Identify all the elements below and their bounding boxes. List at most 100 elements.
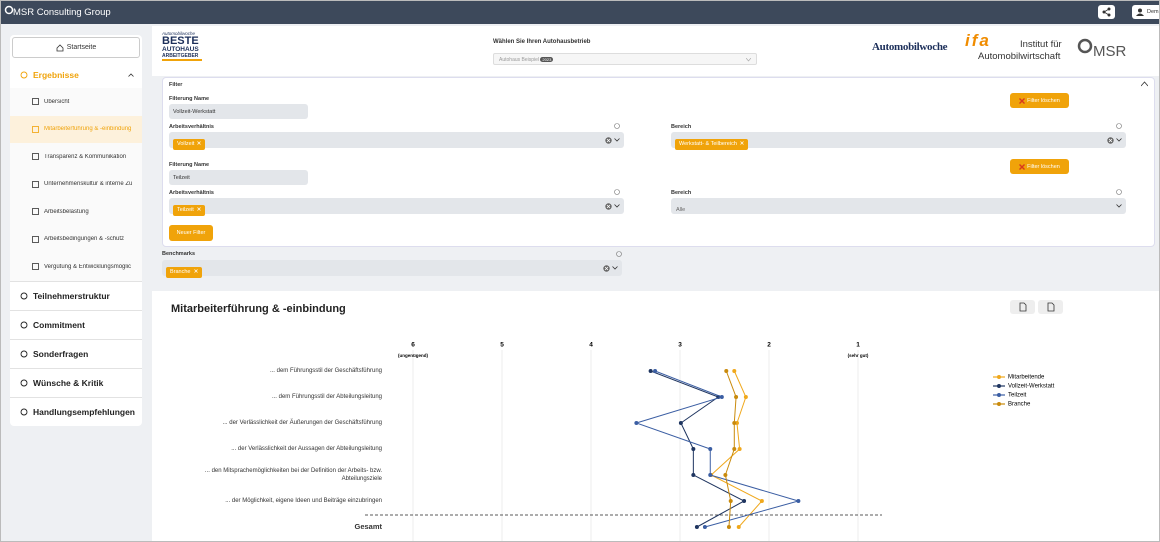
icon-line bbox=[614, 204, 620, 208]
legend-swatch bbox=[997, 375, 1001, 379]
chart-title: Mitarbeiterführung & -einbindung bbox=[171, 303, 346, 315]
sidebar-item[interactable]: Mitarbeiterführung & -einbindung bbox=[10, 115, 142, 143]
delete-filter-button[interactable]: Filter löschen bbox=[1010, 93, 1069, 108]
header: Automobilwoche BESTE AUTOHAUS ARBEITGEBE… bbox=[152, 26, 1160, 76]
filter-name-input[interactable]: Vollzeit-Werkstatt bbox=[169, 104, 308, 119]
x-tick-note: (sehr gut) bbox=[848, 353, 869, 358]
filter-name-label: Filterung Name bbox=[169, 96, 210, 102]
clear-icon bbox=[1107, 136, 1114, 144]
icon bbox=[32, 235, 39, 243]
field-select[interactable]: Alle bbox=[671, 198, 1126, 214]
data-point bbox=[702, 525, 707, 529]
icon-x bbox=[604, 266, 609, 270]
logo-msr: MSR bbox=[1093, 43, 1127, 60]
item-icon bbox=[32, 235, 39, 243]
field-select[interactable]: Vollzeit bbox=[169, 132, 624, 150]
chip-close bbox=[197, 207, 201, 211]
sidebar-item[interactable]: Transparenz & Kommunikation bbox=[10, 143, 142, 171]
sidebar-section[interactable]: Handlungsempfehlungen bbox=[10, 396, 142, 426]
export-button[interactable] bbox=[1038, 300, 1063, 314]
icon-x bbox=[740, 141, 744, 145]
new-filter-button[interactable]: Neuer Filter bbox=[169, 225, 213, 241]
chip-close bbox=[193, 269, 198, 273]
category-label: ... dem Führungsstil der Abteilungsleitu… bbox=[271, 394, 382, 400]
sidebar-item[interactable]: Arbeitsbedingungen & -schutz bbox=[10, 225, 142, 253]
item-label: Mitarbeiterführung & -einbindung bbox=[44, 126, 132, 133]
logo-ifa: ifa bbox=[965, 31, 991, 50]
sidebar-item[interactable]: Unternehmenskultur & interne Zu bbox=[10, 170, 142, 198]
sidebar-section[interactable]: Teilnehmerstruktur bbox=[10, 280, 142, 310]
sidebar-section[interactable]: Sonderfragen bbox=[10, 338, 142, 368]
icon-x bbox=[197, 207, 201, 211]
series-line bbox=[634, 370, 801, 528]
filter-name-label: Filterung Name bbox=[169, 162, 210, 168]
legend-swatch bbox=[997, 393, 1001, 397]
sidebar-section[interactable]: Wünsche & Kritik bbox=[10, 367, 142, 397]
sidebar-item[interactable]: Arbeitsbelastung bbox=[10, 198, 142, 226]
icon bbox=[20, 408, 28, 415]
help-icon bbox=[1116, 189, 1122, 195]
icon-x bbox=[197, 141, 202, 145]
share-button[interactable] bbox=[1098, 5, 1115, 19]
select-value: Alle bbox=[676, 207, 686, 213]
user-name: Dem bbox=[1147, 9, 1159, 15]
award-line: BESTE bbox=[162, 35, 199, 47]
chevron-icon bbox=[612, 266, 618, 270]
chip: Werkstatt- & Teilbereich bbox=[675, 139, 748, 150]
sidebar-section[interactable]: Commitment bbox=[10, 309, 142, 339]
help-icon bbox=[614, 189, 620, 195]
collapse-icon[interactable] bbox=[1141, 81, 1148, 87]
data-point bbox=[653, 369, 658, 373]
icon-x bbox=[606, 204, 611, 208]
sidebar-item[interactable]: Übersicht bbox=[10, 88, 142, 116]
chevron-icon bbox=[614, 138, 620, 142]
icon bbox=[20, 379, 28, 386]
icon bbox=[616, 251, 622, 257]
user-button[interactable]: Dem bbox=[1132, 5, 1160, 19]
item-icon bbox=[32, 208, 39, 215]
icon-line bbox=[128, 73, 134, 77]
chevron-icon bbox=[614, 204, 620, 208]
export-button[interactable] bbox=[1010, 300, 1035, 314]
icon bbox=[32, 208, 39, 215]
icon-line bbox=[614, 138, 620, 142]
icon bbox=[614, 189, 620, 195]
help-icon bbox=[616, 251, 622, 257]
brand: MSR Consulting Group bbox=[13, 7, 111, 18]
sidebar-section[interactable]: Ergebnisse bbox=[10, 62, 142, 88]
branch-select[interactable]: Autohaus Beispiel 2023 bbox=[493, 53, 757, 65]
field-select[interactable]: Werkstatt- & Teilbereich bbox=[671, 132, 1126, 150]
home-button[interactable]: Startseite bbox=[12, 37, 140, 58]
icon bbox=[32, 125, 39, 133]
award-line: ARBEITGEBER bbox=[162, 53, 202, 61]
icon bbox=[614, 123, 620, 129]
data-point bbox=[724, 369, 729, 373]
field-select[interactable]: Teilzeit bbox=[169, 198, 624, 216]
delete-filter-button[interactable]: Filter löschen bbox=[1010, 159, 1069, 174]
icon-x bbox=[193, 269, 198, 273]
help-icon bbox=[614, 123, 620, 129]
benchmarks-select[interactable]: Branche bbox=[162, 260, 622, 278]
category-label: ... der Verlässlichkeit der Aussagen der… bbox=[231, 446, 382, 452]
chevron-icon bbox=[1116, 138, 1122, 142]
data-point bbox=[732, 447, 737, 451]
item-label: Arbeitsbedingungen & -schutz bbox=[44, 236, 125, 243]
sidebar-item[interactable]: Vergütung & Entwicklungsmöglic bbox=[10, 253, 142, 281]
section-icon bbox=[20, 350, 28, 357]
section-icon bbox=[20, 71, 28, 79]
x-tick-label: 4 bbox=[589, 342, 593, 349]
data-point bbox=[648, 369, 653, 373]
clear-icon bbox=[605, 202, 612, 210]
help-icon bbox=[1116, 123, 1122, 129]
icon bbox=[1116, 189, 1122, 195]
data-point bbox=[691, 473, 696, 477]
section-icon bbox=[20, 321, 28, 328]
filter-name-input[interactable]: Teilzeit bbox=[169, 170, 308, 185]
filter-panel: Filter Neuer Filter Filterung Name Vollze… bbox=[162, 77, 1155, 247]
section-icon bbox=[20, 379, 28, 386]
data-point bbox=[736, 525, 741, 529]
icon-x bbox=[1019, 97, 1026, 104]
legend-label: Vollzeit-Werkstatt bbox=[1008, 384, 1055, 390]
x-tick-label: 3 bbox=[678, 342, 682, 349]
